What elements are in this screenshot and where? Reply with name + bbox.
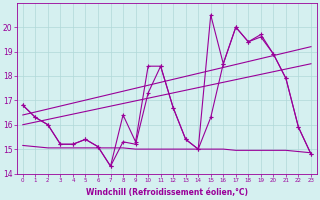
X-axis label: Windchill (Refroidissement éolien,°C): Windchill (Refroidissement éolien,°C) <box>86 188 248 197</box>
